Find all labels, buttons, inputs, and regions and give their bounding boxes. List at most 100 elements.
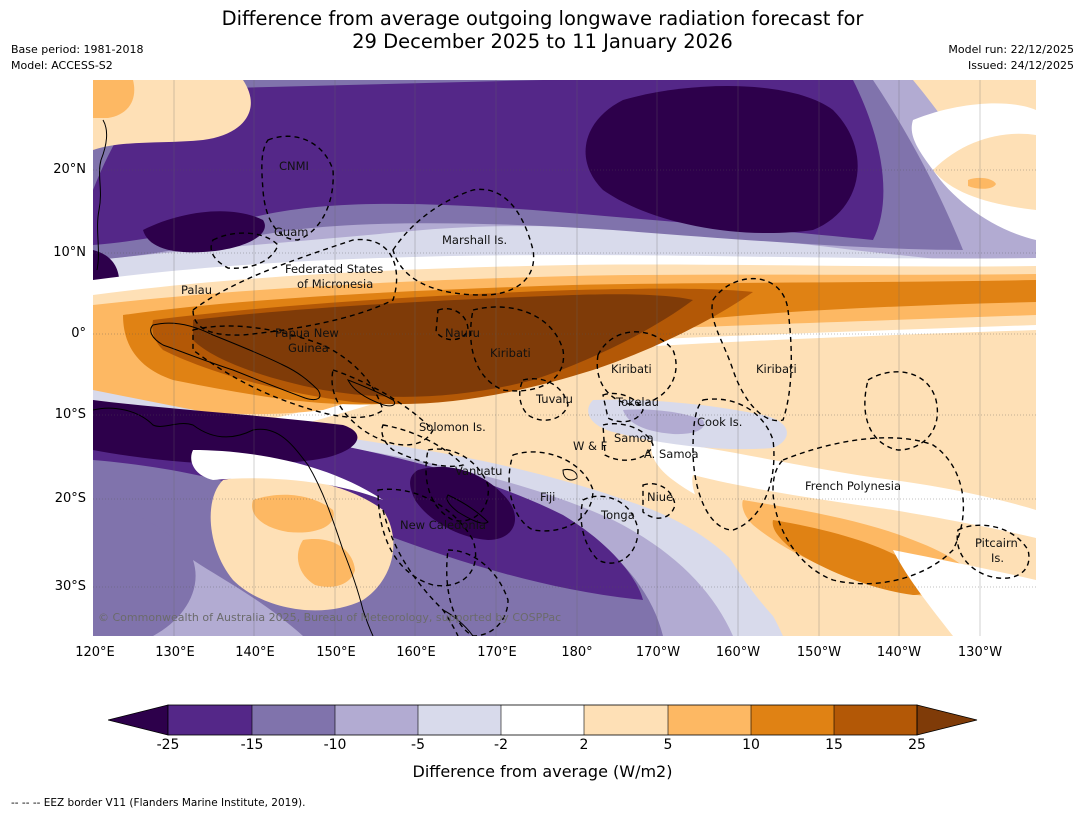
anomaly-map-svg: CNMI Guam Marshall Is. Federated States …	[93, 80, 1036, 636]
eez-png	[192, 325, 384, 419]
south-core-darkest-vanuatu	[410, 466, 516, 540]
base-period: Base period: 1981-2018	[11, 43, 144, 56]
right-metadata: Model run: 22/12/2025 Issued: 24/12/2025	[948, 42, 1074, 74]
label-new-caledonia: New Caledonia	[400, 518, 486, 532]
colorbar-label-5: -2	[494, 737, 508, 753]
eez-tonga	[580, 495, 639, 564]
chart-title: Difference from average outgoing longwav…	[0, 7, 1085, 53]
colorbar-segment-7	[668, 705, 751, 735]
southwest-lower-purple	[93, 500, 196, 636]
copyright-notice: © Commonwealth of Australia 2025, Bureau…	[98, 611, 561, 624]
y-tick-20s: 20°S	[54, 491, 86, 506]
issued-date: Issued: 24/12/2025	[967, 59, 1074, 72]
title-line-2: 29 December 2025 to 11 January 2026	[352, 30, 733, 53]
label-american-samoa: A. Samoa	[644, 447, 699, 461]
label-png-line-2: Guinea	[288, 341, 329, 355]
y-tick-10n: 10°N	[53, 245, 86, 260]
label-kiribati-east: Kiribati	[756, 362, 797, 376]
label-cook-islands: Cook Is.	[697, 415, 742, 429]
coral-sea-orange-mid	[297, 539, 355, 587]
label-tuvalu: Tuvalu	[535, 392, 573, 406]
label-marshall-islands: Marshall Is.	[442, 233, 507, 247]
eez-borders	[192, 135, 1030, 636]
x-tick-140e: 140°E	[235, 645, 275, 660]
eez-kiribati-line	[711, 278, 792, 422]
eez-cnmi	[261, 135, 334, 241]
y-tick-10s: 10°S	[54, 407, 86, 422]
colorbar-label-2: -15	[240, 737, 264, 753]
label-fsm-line-1: Federated States	[285, 262, 383, 276]
solomon-islands-coastline	[346, 379, 396, 407]
southwest-orange-mid	[252, 494, 334, 533]
label-niue: Niue	[647, 490, 673, 504]
x-tick-130w: 130°W	[957, 645, 1003, 660]
colorbar-extend-low	[108, 704, 169, 736]
x-tick-150w: 150°W	[796, 645, 842, 660]
eez-solomon-south	[381, 424, 465, 467]
eez-kiribati-phoenix	[596, 331, 677, 406]
x-tick-170w: 170°W	[635, 645, 681, 660]
anomaly-map: CNMI Guam Marshall Is. Federated States …	[93, 80, 1036, 636]
label-nauru: Nauru	[445, 326, 480, 340]
colorbar-segment-6	[584, 705, 668, 735]
label-png-line-1: Papua New	[275, 326, 339, 340]
label-tonga: Tonga	[600, 508, 635, 522]
colorbar-segment-2	[252, 705, 335, 735]
new-caledonia-coastline	[446, 494, 489, 524]
label-vanuatu: Vanuatu	[455, 464, 502, 478]
eez-kiribati-gilbert	[469, 306, 565, 392]
australia-coastline	[93, 407, 374, 636]
colorbar-label-4: -5	[411, 737, 425, 753]
eez-nauru	[435, 308, 469, 341]
se-pacific-orange-strong	[772, 520, 928, 595]
eez-cook	[692, 398, 775, 531]
lower-right-white	[893, 550, 1036, 636]
eez-solomon	[331, 369, 434, 446]
eez-pitcairn	[956, 524, 1030, 579]
south-core-darkest-west	[93, 400, 358, 465]
equator-core-darkest	[193, 294, 693, 397]
guam-core-darkest	[143, 211, 265, 253]
eez-tuvalu	[519, 378, 569, 421]
x-tick-160e: 160°E	[396, 645, 436, 660]
label-fiji: Fiji	[540, 490, 555, 504]
x-tick-130e: 130°E	[155, 645, 195, 660]
colorbar-label-7: 5	[663, 737, 673, 753]
colorbar-segment-4	[418, 705, 501, 735]
colorbar	[108, 704, 978, 736]
eez-tokelau	[602, 392, 644, 423]
label-kiribati-west: Kiribati	[490, 346, 531, 360]
cook-islands-lilac-mid	[623, 409, 704, 435]
colorbar-dividers	[251, 705, 835, 735]
label-pitcairn-line-2: Is.	[991, 551, 1004, 565]
eez-fsm	[192, 238, 398, 336]
eez-niue	[642, 483, 676, 519]
x-tick-120e: 120°E	[75, 645, 115, 660]
label-cnmi: CNMI	[279, 159, 309, 173]
label-kiribati-central: Kiribati	[611, 362, 652, 376]
eez-border-note: -- -- -- EEZ border V11 (Flanders Marine…	[11, 797, 306, 809]
label-french-polynesia: French Polynesia	[805, 479, 901, 493]
colorbar-segment-1	[168, 705, 252, 735]
eez-new-zealand-kermadec	[446, 549, 509, 636]
colorbar-label-3: -10	[323, 737, 347, 753]
x-tick-170e: 170°E	[477, 645, 517, 660]
southwest-lower-light	[153, 560, 303, 636]
north-core-darkest	[585, 86, 858, 234]
label-wallis-futuna: W & F	[573, 439, 607, 453]
colorbar-segment-9	[834, 705, 917, 735]
colorbar-label-8: 10	[742, 737, 760, 753]
colorbar-label-9: 15	[825, 737, 843, 753]
colorbar-label-6: 2	[579, 737, 589, 753]
label-fsm-line-2: of Micronesia	[297, 277, 373, 291]
label-solomon-islands: Solomon Is.	[419, 420, 486, 434]
grid-meridians	[173, 80, 981, 636]
eez-french-polynesia	[772, 437, 965, 585]
gridlines	[93, 169, 1036, 588]
label-samoa: Samoa	[614, 431, 654, 445]
eez-fiji	[508, 451, 594, 532]
top-left-orange-mid	[93, 80, 135, 118]
eez-cnmi-south	[210, 232, 279, 269]
label-palau: Palau	[181, 283, 212, 297]
left-metadata: Base period: 1981-2018 Model: ACCESS-S2	[11, 42, 143, 74]
